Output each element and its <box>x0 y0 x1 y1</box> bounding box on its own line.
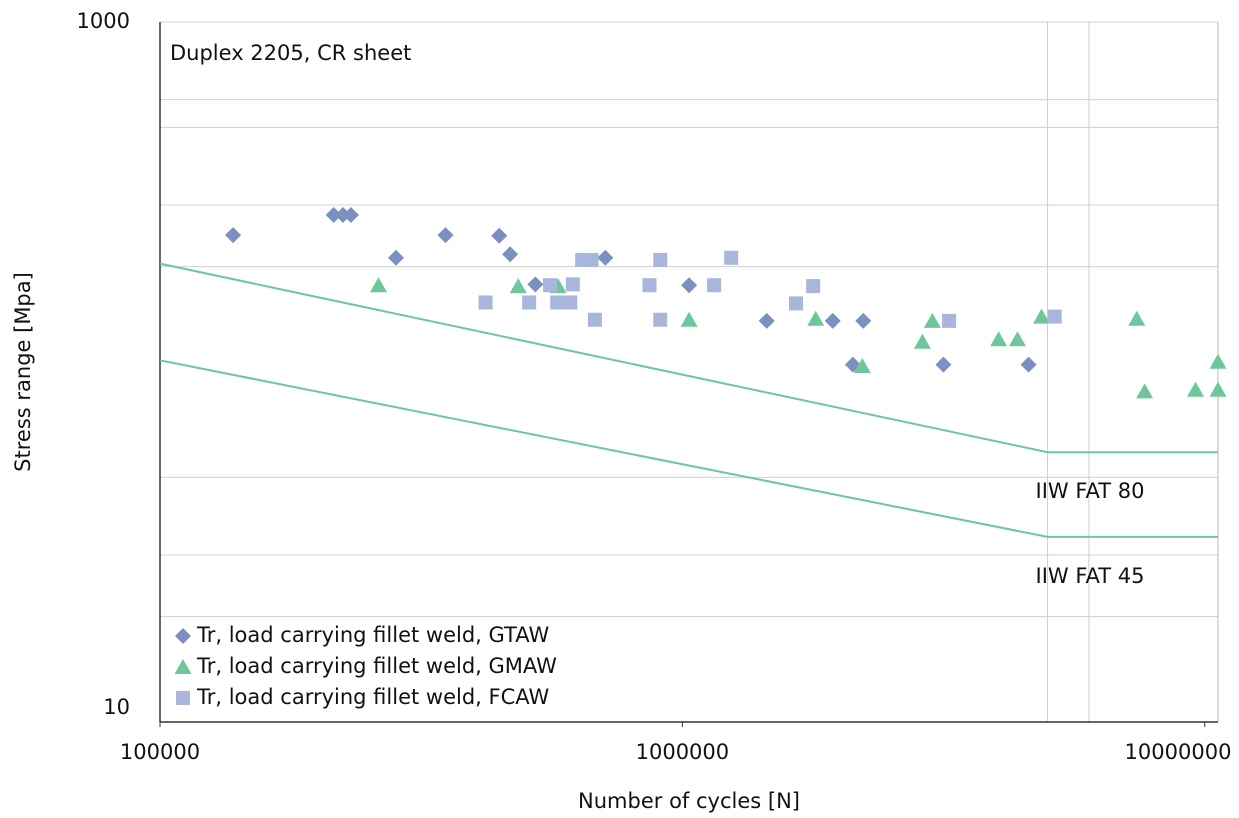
square-marker <box>789 296 804 311</box>
diamond-marker <box>1020 356 1037 373</box>
diamond-marker <box>758 312 775 329</box>
triangle-marker <box>174 659 192 674</box>
fat-line <box>159 359 1218 538</box>
diamond-marker <box>175 628 191 644</box>
triangle-marker <box>807 310 825 326</box>
legend-label: Tr, load carrying fillet weld, GTAW <box>196 623 549 647</box>
diamond-marker <box>681 277 698 294</box>
square-marker <box>707 278 722 293</box>
triangle-marker <box>370 277 388 293</box>
square-marker <box>942 313 957 328</box>
legend-label: Tr, load carrying fillet weld, FCAW <box>196 685 549 709</box>
diamond-marker <box>342 206 359 223</box>
diamond-marker <box>502 246 519 263</box>
diamond-marker <box>935 356 952 373</box>
triangle-marker <box>1136 383 1154 399</box>
diamond-marker <box>597 249 614 266</box>
square-marker <box>550 295 565 310</box>
triangle-marker <box>990 331 1008 347</box>
x-axis-title: Number of cycles [N] <box>578 789 800 813</box>
square-marker <box>653 312 668 327</box>
diamond-marker <box>855 312 872 329</box>
diamond-marker <box>437 227 454 244</box>
triangle-marker <box>1209 353 1227 369</box>
triangle-marker <box>1128 310 1146 326</box>
triangle-marker <box>1008 331 1026 347</box>
line-label: IIW FAT 45 <box>1036 564 1145 588</box>
diamond-marker <box>325 206 342 223</box>
square-marker <box>1047 309 1062 324</box>
diamond-marker <box>527 276 544 293</box>
square-marker <box>478 295 493 310</box>
square-marker <box>724 250 739 265</box>
diamond-marker <box>388 249 405 266</box>
diamond-marker <box>225 227 242 244</box>
triangle-marker <box>1033 308 1051 324</box>
line-label: IIW FAT 80 <box>1036 479 1145 503</box>
triangle-marker <box>1209 381 1227 397</box>
triangle-marker <box>509 278 527 294</box>
square-marker <box>543 278 558 293</box>
x-tick-label: 10000000 <box>1125 740 1232 764</box>
square-marker <box>642 278 657 293</box>
legend-label: Tr, load carrying fillet weld, GMAW <box>196 654 557 678</box>
square-marker <box>806 279 821 294</box>
y-tick-label: 10 <box>103 695 130 719</box>
y-axis-title: Stress range [Mpa] <box>11 272 35 472</box>
square-marker <box>565 277 580 292</box>
square-marker <box>176 691 190 705</box>
diamond-marker <box>491 227 508 244</box>
triangle-marker <box>853 358 871 374</box>
diamond-marker <box>824 312 841 329</box>
square-marker <box>653 252 668 267</box>
x-tick-label: 1000000 <box>636 740 730 764</box>
square-marker <box>587 312 602 327</box>
square-marker <box>522 295 537 310</box>
x-tick-label: 100000 <box>120 740 200 764</box>
fat-line <box>159 262 1218 454</box>
square-marker <box>563 295 578 310</box>
triangle-marker <box>923 312 941 328</box>
triangle-marker <box>913 333 931 349</box>
square-marker <box>584 252 599 267</box>
triangle-marker <box>1187 381 1205 397</box>
y-tick-label: 1000 <box>77 9 130 33</box>
chart-title: Duplex 2205, CR sheet <box>170 41 411 65</box>
triangle-marker <box>680 311 698 327</box>
